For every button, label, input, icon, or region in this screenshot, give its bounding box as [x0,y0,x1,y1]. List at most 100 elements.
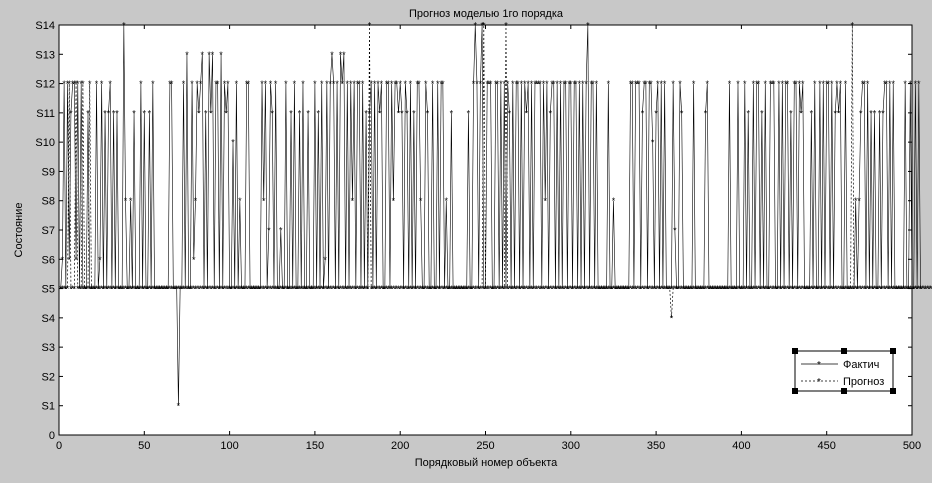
data-point-forecast: * [845,284,849,294]
data-point-actual: * [687,284,691,294]
y-tick-label: 0 [49,430,55,442]
data-point-forecast: * [760,284,764,294]
series-line-forecast [60,24,932,318]
data-point-forecast: * [364,284,368,294]
data-point-actual: * [762,284,766,294]
data-point-actual: * [820,284,824,294]
data-point-forecast: * [818,284,822,294]
data-point-actual: * [286,284,290,294]
data-point-actual: * [700,284,704,294]
legend-handle[interactable] [890,348,896,354]
data-point-actual: * [137,284,141,294]
data-point-actual: * [85,284,89,294]
data-point-actual: * [235,79,239,89]
data-point-actual: * [402,284,406,294]
x-tick-label: 450 [818,440,836,452]
data-point-actual: * [136,284,140,294]
data-point-actual: * [859,108,863,118]
legend-handle[interactable] [841,388,847,394]
data-point-actual: * [146,284,150,294]
data-point-actual: * [625,284,629,294]
data-point-actual: * [342,50,346,60]
data-point-forecast: * [400,284,404,294]
data-point-actual: * [813,79,817,89]
data-point-forecast: * [67,79,71,89]
data-point-forecast: * [516,284,520,294]
data-point-forecast: * [446,284,450,294]
data-point-forecast: * [629,284,633,294]
y-tick-label: S14 [35,20,55,32]
data-point-forecast: * [245,284,249,294]
data-point-forecast: * [195,284,199,294]
data-point-actual: * [876,284,880,294]
data-point-forecast: * [711,284,715,294]
data-point-forecast: * [712,284,716,294]
legend-handle[interactable] [841,348,847,354]
data-point-forecast: * [450,284,454,294]
data-point-actual: * [197,108,201,118]
legend-handle[interactable] [890,388,896,394]
data-point-forecast: * [752,284,756,294]
data-point-actual: * [337,284,341,294]
legend-handle[interactable] [792,388,798,394]
data-point-forecast: * [832,284,836,294]
data-point-actual: * [613,284,617,294]
data-point-forecast: * [141,284,145,294]
chart-title: Прогноз моделью 1го порядка [409,8,564,20]
data-point-forecast: * [243,284,247,294]
data-point-forecast: * [649,284,653,294]
data-point-forecast: * [81,79,85,89]
data-point-forecast: * [499,284,503,294]
data-point-actual: * [840,284,844,294]
data-point-forecast: * [117,284,121,294]
data-point-actual: * [211,50,215,60]
data-point-forecast: * [762,284,766,294]
data-point-forecast: * [218,284,222,294]
data-point-forecast: * [537,284,541,294]
data-point-forecast: * [296,284,300,294]
data-point-actual: * [310,284,314,294]
data-point-actual: * [204,108,208,118]
data-point-actual: * [869,108,873,118]
data-point-actual: * [557,284,561,294]
data-point-forecast: * [680,284,684,294]
data-point-actual: * [612,196,616,206]
data-point-forecast: * [462,284,466,294]
data-point-actual: * [74,255,78,265]
data-point-forecast: * [433,284,437,294]
legend-handle[interactable] [792,348,798,354]
data-point-forecast: * [209,284,213,294]
data-point-forecast: * [378,284,382,294]
data-point-actual: * [891,79,895,89]
data-point-forecast: * [149,284,153,294]
data-point-forecast: * [675,284,679,294]
y-tick-label: S6 [42,254,55,266]
data-point-forecast: * [219,284,223,294]
data-point-forecast: * [257,284,261,294]
data-point-forecast: * [506,284,510,294]
data-point-actual: * [885,79,889,89]
data-point-forecast: * [325,284,329,294]
data-point-forecast: * [644,284,648,294]
data-point-forecast: * [702,284,706,294]
data-point-actual: * [791,284,795,294]
data-point-actual: * [832,284,836,294]
data-point-forecast: * [303,284,307,294]
data-point-actual: * [467,108,471,118]
data-point-forecast: * [803,284,807,294]
data-point-actual: * [395,79,399,89]
data-point-forecast: * [328,284,332,294]
data-point-actual: * [699,284,703,294]
data-point-forecast: * [900,284,904,294]
data-point-forecast: * [844,284,848,294]
data-point-actual: * [470,284,474,294]
y-tick-label: S9 [42,166,55,178]
data-point-forecast: * [405,284,409,294]
data-point-forecast: * [552,284,556,294]
data-point-actual: * [487,79,491,89]
data-point-forecast: * [562,284,566,294]
data-point-actual: * [392,196,396,206]
data-point-actual: * [547,284,551,294]
data-point-actual: * [371,284,375,294]
data-point-forecast: * [410,284,414,294]
